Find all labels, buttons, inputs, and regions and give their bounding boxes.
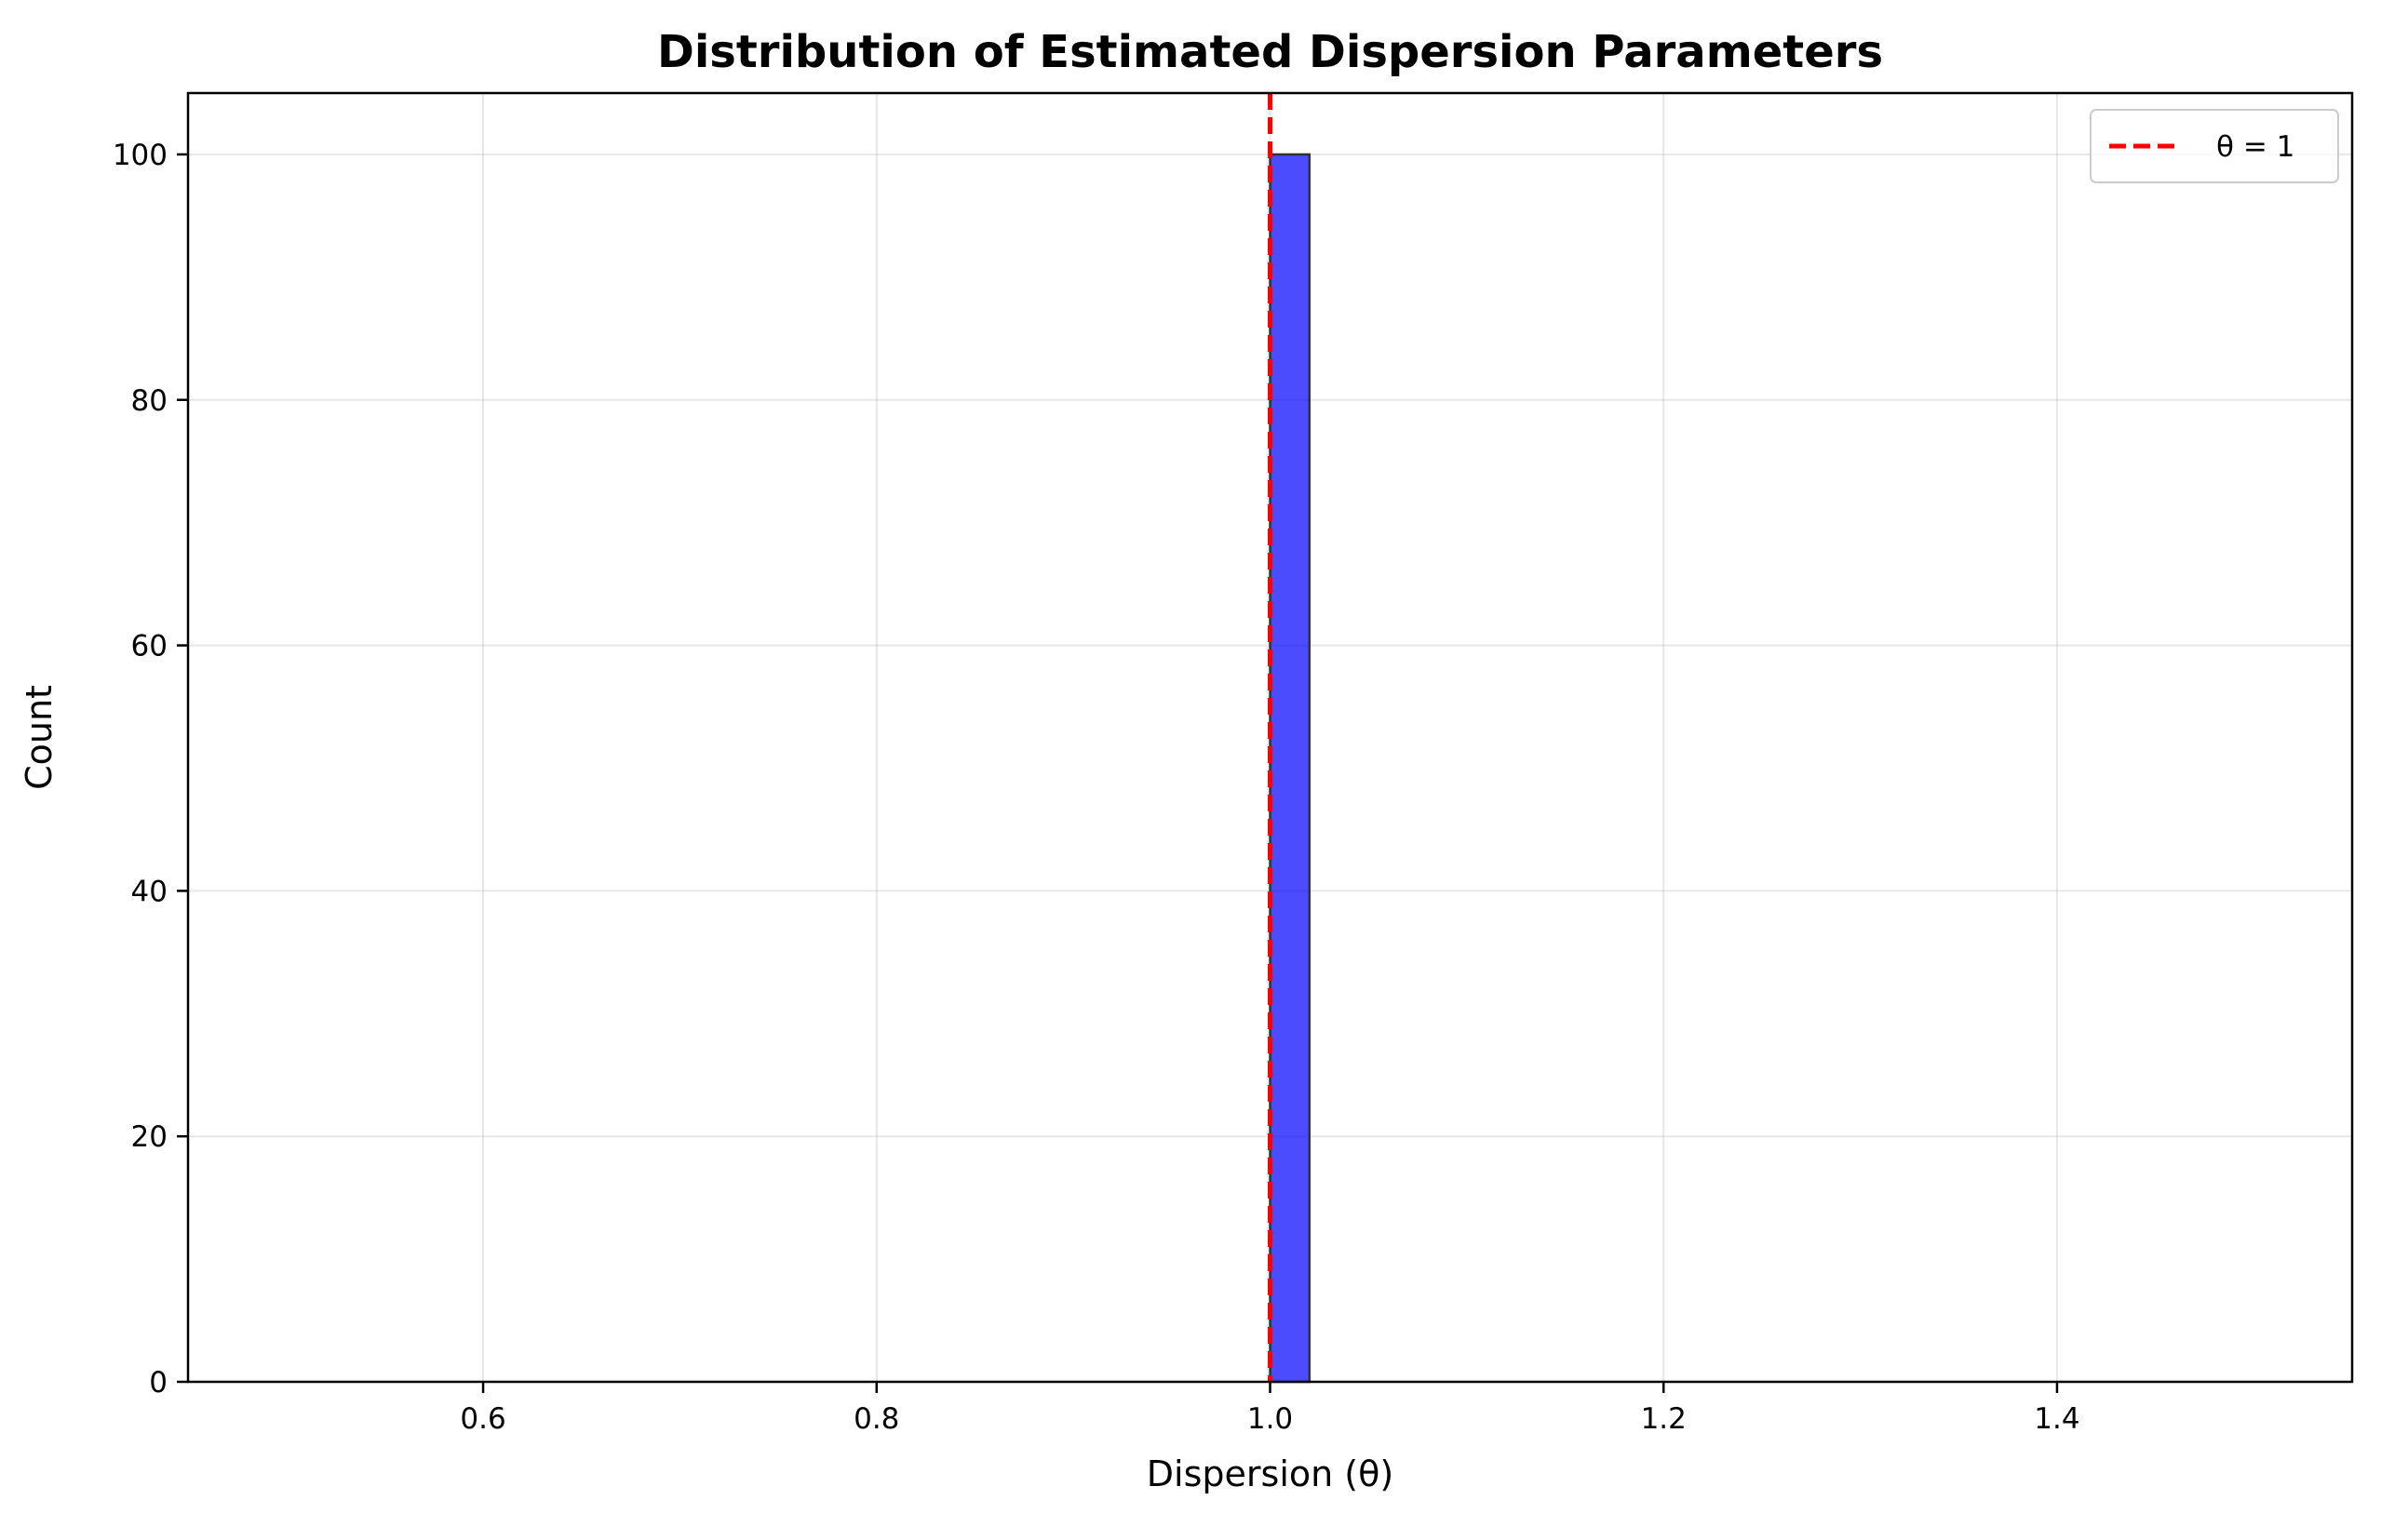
x-tick-label: 1.4 [2034,1402,2079,1436]
y-tick-label: 100 [113,139,168,172]
histogram-bar [1269,153,1312,1384]
x-tick-label: 1.0 [1247,1402,1293,1436]
y-tick-label: 60 [131,630,168,663]
chart-title: Distribution of Estimated Dispersion Par… [657,26,1883,78]
x-tick-label: 1.2 [1641,1402,1687,1436]
legend-label: θ = 1 [2216,130,2294,164]
x-axis-label: Dispersion (θ) [1147,1453,1393,1494]
x-tick-label: 0.6 [460,1402,505,1436]
axis-ticks: 0.6 0.8 1.0 1.2 1.4 0 20 40 60 80 100 [113,139,2080,1436]
legend-box [2090,109,2339,183]
y-tick-label: 0 [149,1366,168,1399]
y-axis-label: Count [19,685,60,790]
y-tick-label: 80 [131,384,168,418]
y-tick-label: 20 [131,1120,168,1154]
histogram-bars [1269,153,1312,1384]
x-tick-label: 0.8 [854,1402,899,1436]
y-tick-label: 40 [131,875,168,908]
legend: θ = 1 [2090,109,2339,183]
